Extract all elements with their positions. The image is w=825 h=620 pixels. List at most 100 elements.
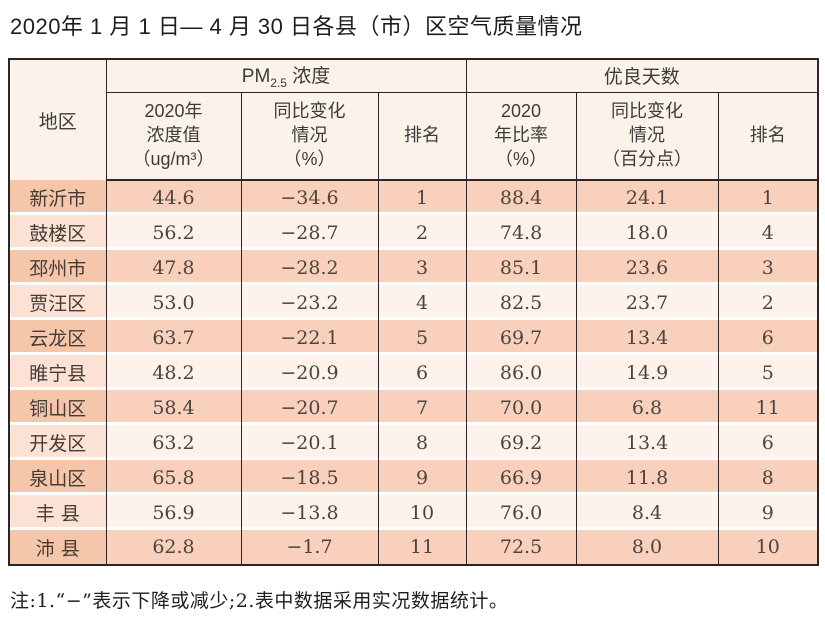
good-rank-cell: 9 [717, 495, 819, 530]
good-rank-cell: 6 [717, 320, 819, 355]
pm-rank-cell: 11 [377, 530, 467, 565]
region-cell: 丰 县 [9, 495, 106, 530]
pm-rank-cell: 2 [377, 215, 467, 250]
pm-value-cell: 58.4 [105, 390, 241, 425]
good-rank-cell: 8 [717, 460, 819, 495]
good-ratio-cell: 86.0 [465, 355, 577, 390]
pm-change-cell: −34.6 [240, 180, 378, 215]
good-change-cell: 18.0 [575, 215, 719, 250]
table-row: 沛 县 62.8 −1.7 11 72.5 8.0 10 [9, 530, 819, 565]
table-row: 云龙区 63.7 −22.1 5 69.7 13.4 6 [9, 320, 819, 355]
good-change-cell: 6.8 [575, 390, 719, 425]
table-header: 地区 PM2.5 浓度 优良天数 2020年 浓度值 （ug/m³） 同比变化 … [9, 59, 819, 181]
pm-rank-header: 排名 [377, 92, 467, 181]
table-body: 新沂市 44.6 −34.6 1 88.4 24.1 1 鼓楼区 56.2 −2… [9, 180, 819, 565]
good-ratio-cell: 69.2 [465, 425, 577, 460]
pm-change-header: 同比变化 情况 （%） [240, 92, 378, 181]
good-change-header: 同比变化 情况 （百分点） [575, 92, 719, 181]
good-change-cell: 11.8 [575, 460, 719, 495]
good-ratio-cell: 82.5 [465, 285, 577, 320]
good-rank-cell: 6 [717, 425, 819, 460]
region-cell: 鼓楼区 [9, 215, 106, 250]
good-change-cell: 24.1 [575, 180, 719, 215]
good-ratio-cell: 69.7 [465, 320, 577, 355]
group-header-row: 地区 PM2.5 浓度 优良天数 [9, 59, 819, 180]
good-ratio-cell: 72.5 [465, 530, 577, 565]
table-row: 铜山区 58.4 −20.7 7 70.0 6.8 11 [9, 390, 819, 425]
good-rank-cell: 3 [717, 250, 819, 285]
pm-value-header: 2020年 浓度值 （ug/m³） [105, 92, 241, 181]
pm-change-cell: −28.2 [240, 250, 378, 285]
pm-rank-cell: 6 [377, 355, 467, 390]
region-cell: 新沂市 [9, 180, 106, 215]
pm-rank-cell: 8 [377, 425, 467, 460]
pm-value-cell: 56.2 [105, 215, 241, 250]
pm-rank-cell: 3 [377, 250, 467, 285]
pm-rank-cell: 10 [377, 495, 467, 530]
good-rank-cell: 11 [717, 390, 819, 425]
good-rank-cell: 1 [717, 180, 819, 215]
table-row: 丰 县 56.9 −13.8 10 76.0 8.4 9 [9, 495, 819, 530]
pm-change-cell: −13.8 [240, 495, 378, 530]
table-row: 睢宁县 48.2 −20.9 6 86.0 14.9 5 [9, 355, 819, 390]
table-row: 开发区 63.2 −20.1 8 69.2 13.4 6 [9, 425, 819, 460]
pm-label-subscript: 2.5 [270, 76, 287, 91]
region-cell: 沛 县 [9, 530, 106, 565]
good-change-cell: 14.9 [575, 355, 719, 390]
good-change-cell: 8.0 [575, 530, 719, 565]
pm25-group-header: PM2.5 浓度 [105, 59, 467, 93]
region-cell: 泉山区 [9, 460, 106, 495]
pm-rank-cell: 5 [377, 320, 467, 355]
pm-rank-cell: 9 [377, 460, 467, 495]
good-change-cell: 23.7 [575, 285, 719, 320]
good-ratio-cell: 70.0 [465, 390, 577, 425]
pm-value-cell: 62.8 [105, 530, 241, 565]
table-row: 贾汪区 53.0 −23.2 4 82.5 23.7 2 [9, 285, 819, 320]
pm-rank-cell: 4 [377, 285, 467, 320]
pm-value-cell: 53.0 [105, 285, 241, 320]
good-rank-cell: 10 [717, 530, 819, 565]
pm-value-cell: 44.6 [105, 180, 241, 215]
pm-change-cell: −20.7 [240, 390, 378, 425]
region-cell: 云龙区 [9, 320, 106, 355]
page-title: 2020年 1 月 1 日— 4 月 30 日各县（市）区空气质量情况 [10, 14, 583, 39]
table-row: 鼓楼区 56.2 −28.7 2 74.8 18.0 4 [9, 215, 819, 250]
footnote: 注:1.“−”表示下降或减少;2.表中数据采用实况数据统计。 [10, 590, 509, 612]
pm-label-suffix: 浓度 [286, 66, 331, 88]
good-ratio-cell: 74.8 [465, 215, 577, 250]
good-rank-cell: 4 [717, 215, 819, 250]
table-row: 泉山区 65.8 −18.5 9 66.9 11.8 8 [9, 460, 819, 495]
air-quality-table: 地区 PM2.5 浓度 优良天数 2020年 浓度值 （ug/m³） 同比变化 … [8, 58, 820, 566]
region-cell: 睢宁县 [9, 355, 106, 390]
pm-value-cell: 63.2 [105, 425, 241, 460]
region-cell: 开发区 [9, 425, 106, 460]
good-rank-cell: 5 [717, 355, 819, 390]
pm-change-cell: −20.9 [240, 355, 378, 390]
good-change-cell: 23.6 [575, 250, 719, 285]
good-ratio-cell: 76.0 [465, 495, 577, 530]
good-rank-cell: 2 [717, 285, 819, 320]
pm-value-cell: 47.8 [105, 250, 241, 285]
good-ratio-cell: 66.9 [465, 460, 577, 495]
region-cell: 铜山区 [9, 390, 106, 425]
sub-header-row: 2020年 浓度值 （ug/m³） 同比变化 情况 （%） 排名 2020 年比… [9, 92, 819, 181]
pm-value-cell: 65.8 [105, 460, 241, 495]
good-change-cell: 13.4 [575, 320, 719, 355]
pm-change-cell: −18.5 [240, 460, 378, 495]
good-ratio-cell: 85.1 [465, 250, 577, 285]
region-cell: 贾汪区 [9, 285, 106, 320]
table-row: 新沂市 44.6 −34.6 1 88.4 24.1 1 [9, 180, 819, 215]
pm-change-cell: −1.7 [240, 530, 378, 565]
good-ratio-header: 2020 年比率 （%） [465, 92, 577, 181]
pm-change-cell: −22.1 [240, 320, 378, 355]
good-days-group-header: 优良天数 [465, 59, 819, 93]
pm-value-cell: 56.9 [105, 495, 241, 530]
good-change-cell: 8.4 [575, 495, 719, 530]
pm-value-cell: 48.2 [105, 355, 241, 390]
good-rank-header: 排名 [717, 92, 819, 181]
region-column-header: 地区 [9, 59, 107, 180]
pm-rank-cell: 1 [377, 180, 467, 215]
region-cell: 邳州市 [9, 250, 106, 285]
table-row: 邳州市 47.8 −28.2 3 85.1 23.6 3 [9, 250, 819, 285]
